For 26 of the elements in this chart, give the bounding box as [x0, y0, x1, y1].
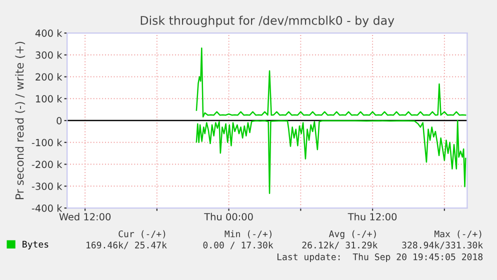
text: Avg (-/+)	[328, 230, 376, 240]
text: 169.46k/ 25.47k	[86, 241, 167, 250]
y-axis-title: Pr second read (-) / write (+)	[15, 42, 26, 200]
y-tick-label: 200 k	[36, 73, 62, 81]
text: Last update: Thu Sep 20 19:45:05 2018	[278, 253, 483, 262]
legend-label: Bytes	[22, 240, 48, 250]
line-series	[196, 48, 466, 118]
text: 26.12k/ 31.29k	[302, 241, 378, 250]
y-tick-label: 0	[56, 117, 62, 124]
y-tick-label: 400 k	[35, 29, 62, 37]
text: Min (-/+)	[224, 230, 272, 238]
line-series	[196, 120, 466, 194]
text: 0.00 / 17.30k	[203, 241, 274, 250]
y-tick-label: -300 k	[32, 182, 62, 190]
y-tick-label: -200 k	[32, 160, 62, 168]
text: Cur (-/+)	[118, 230, 166, 238]
text: Max (-/+)	[434, 230, 482, 238]
y-tick-label: -400 k	[32, 204, 62, 212]
y-tick-label: -100 k	[32, 138, 62, 146]
x-tick-label: Thu 00:00	[204, 212, 253, 220]
y-tick-label: 300 k	[36, 51, 62, 59]
x-tick-label: Thu 12:00	[348, 212, 397, 220]
text: 328.94k/331.30k	[402, 241, 483, 250]
y-tick-label: 100 k	[36, 94, 62, 102]
x-tick-label: Wed 12:00	[59, 212, 111, 220]
chart-title: Disk throughput for /dev/mmcblk0 - by day	[140, 16, 394, 28]
